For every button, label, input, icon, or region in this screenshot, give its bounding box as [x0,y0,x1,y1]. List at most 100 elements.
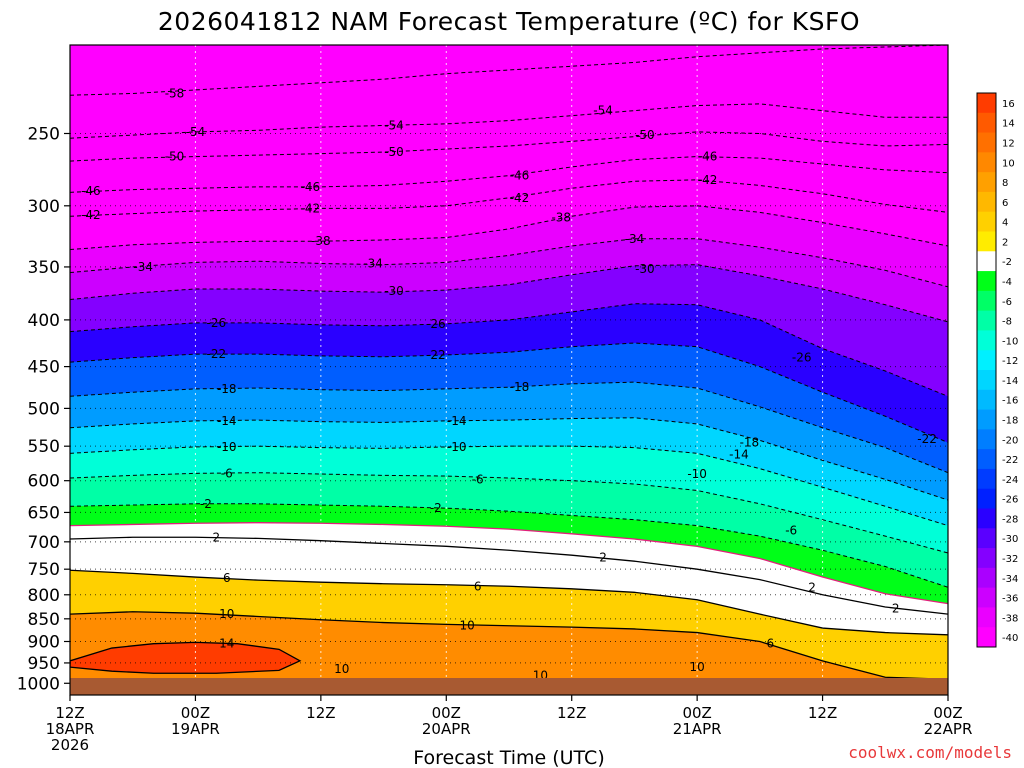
isotherm-label: -10 [687,467,707,481]
y-tick-label: 600 [28,472,60,492]
colorbar-swatch [977,409,996,430]
colorbar-label: -30 [1002,534,1018,545]
colorbar-label: -16 [1002,396,1018,407]
isotherm-label: -26 [792,351,812,365]
isotherm-label: -18 [510,380,530,394]
y-tick-label: 750 [28,560,60,580]
colorbar-swatch [977,548,996,569]
colorbar-label: 16 [1002,99,1015,110]
colorbar-swatch [977,112,996,134]
colorbar-label: 2 [1002,237,1008,248]
isotherm-label: -46 [301,180,321,194]
isotherm-label: -10 [217,440,237,454]
colorbar-label: 12 [1002,138,1015,149]
colorbar-swatch [977,172,996,193]
y-tick-label: 1000 [17,674,60,694]
isotherm-label: -10 [447,440,467,454]
isotherm-line [70,522,948,605]
colorbar-swatch [977,508,996,529]
x-tick-label: 2026 [51,736,89,754]
y-tick-label: 400 [28,311,60,331]
y-axis-ticks: 2503003504004505005506006507007508008509… [17,124,70,694]
y-tick-label: 350 [28,258,60,278]
colorbar-label: 4 [1002,218,1008,229]
isotherm-label: -18 [217,382,237,396]
isotherm-label: -26 [207,316,227,330]
credit-text: coolwx.com/models [848,743,1012,762]
y-tick-label: 900 [28,632,60,652]
colorbar-label: -6 [1002,297,1012,308]
colorbar-label: -4 [1002,277,1012,288]
colorbar-label: -38 [1002,613,1018,624]
plot-frame [69,44,949,696]
temperature-band [70,611,948,695]
colorbar-swatch [977,330,996,351]
isotherm-label: -18 [740,436,760,450]
colorbar-swatch [977,191,996,213]
isotherm-label: -22 [917,432,937,446]
y-tick-label: 250 [28,124,60,144]
colorbar-label: -32 [1002,554,1018,565]
x-tick-label: 00Z [933,704,962,722]
isotherm-label: -42 [510,191,530,205]
isotherm-label: -46 [698,150,718,164]
y-tick-label: 550 [28,437,60,457]
colorbar-label: -14 [1002,376,1018,387]
y-tick-label: 700 [28,533,60,553]
isotherm-label: 6 [223,571,231,585]
isotherm-label: 2 [599,550,607,564]
colorbar-swatch [977,152,996,173]
colorbar-label: 6 [1002,198,1008,209]
x-tick-label: 12Z [808,704,837,722]
colorbar-swatch [977,389,996,411]
x-tick-label: 18APR [46,720,95,738]
colorbar-swatch [977,231,996,252]
x-tick-label: 12Z [55,704,84,722]
isotherm-line [70,569,948,636]
isotherm-label: -38 [311,234,331,248]
colorbar-label: -24 [1002,475,1018,486]
isotherm-label: -34 [363,257,383,271]
x-tick-label: 19APR [171,720,220,738]
colorbar-label: -34 [1002,574,1018,585]
ground-strip [70,678,948,695]
isotherm-line [70,417,948,501]
isotherm-label: -34 [133,260,153,274]
isotherm-label: -6 [785,523,797,537]
isotherm-label: -54 [384,118,404,132]
isotherm-label: -14 [217,414,237,428]
y-tick-label: 300 [28,197,60,217]
y-tick-label: 950 [28,654,60,674]
colorbar-swatch [977,567,996,589]
temperature-bands [70,45,948,695]
colorbar-swatch [977,587,996,608]
isotherm-label: -22 [207,347,227,361]
isotherm-line [70,381,948,474]
colorbar-label: 8 [1002,178,1008,189]
colorbar: 16 14 12 10 8 6 4 2 -2 -4 -6 -8 -10 -12 -14 -16 -18 -20 -2… [976,92,1018,648]
temperature-band [70,642,300,674]
colorbar-label: -36 [1002,594,1018,605]
isotherm-label: -38 [551,211,571,225]
isotherm-line [70,472,948,554]
isotherm-line [70,445,948,527]
colorbar-swatch [977,429,996,450]
isotherm-label: -2 [430,501,442,515]
colorbar-swatch [977,93,996,114]
x-tick-label: 21APR [673,720,722,738]
x-tick-label: 00Z [682,704,711,722]
isotherm-label: 2 [213,530,221,544]
isotherm-label: 10 [334,662,349,676]
isotherm-label: 6 [766,637,774,651]
colorbar-label: 10 [1002,158,1015,169]
isotherm-line [70,264,948,323]
isotherm-label: -50 [635,128,655,142]
colorbar-label: -12 [1002,356,1018,367]
isotherm-label: -30 [635,262,655,276]
isotherm-label: -6 [472,472,484,486]
isotherm-line [70,611,948,680]
isotherm-label: -14 [729,448,749,462]
colorbar-swatch [977,132,996,153]
isotherm-label: 14 [219,637,234,651]
